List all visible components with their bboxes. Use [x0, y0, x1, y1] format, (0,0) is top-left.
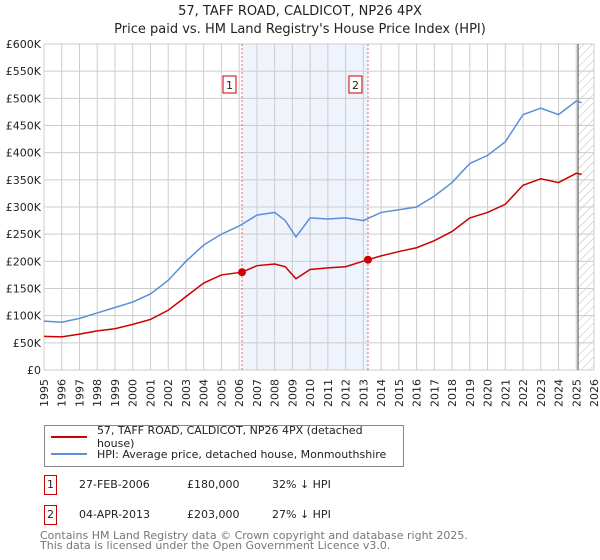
footer: Contains HM Land Registry data © Crown c…	[40, 529, 468, 552]
sale-point	[238, 268, 246, 277]
x-tick-label: 2004	[198, 379, 211, 407]
property-price-line	[43, 172, 582, 338]
transaction-price: £180,000	[187, 478, 240, 491]
x-tick-label: 2003	[180, 379, 193, 407]
y-tick-label: £150K	[6, 283, 42, 296]
x-tick-label: 1997	[73, 379, 86, 407]
y-tick-label: £450K	[6, 120, 42, 133]
x-tick-label: 2013	[357, 379, 370, 407]
transaction-price: £203,000	[187, 508, 240, 521]
x-tick-label: 2001	[144, 379, 157, 407]
y-tick-label: £600K	[6, 38, 42, 51]
x-tick-label: 1996	[56, 379, 69, 407]
y-tick-label: £250K	[6, 228, 42, 241]
legend-item-property: 57, TAFF ROAD, CALDICOT, NP26 4PX (detac…	[51, 424, 403, 450]
x-tick-label: 2002	[162, 379, 175, 407]
x-tick-label: 2006	[233, 379, 246, 407]
sale-badge-label: 2	[352, 79, 359, 92]
price-chart: 1995 1996 1997 1998 1999 2000 2001 2002 2003 2004…	[6, 38, 600, 407]
y-tick-label: £350K	[6, 174, 42, 187]
transaction-hpi: 32% ↓ HPI	[272, 478, 331, 491]
hpi-line	[43, 100, 582, 323]
legend-label: 57, TAFF ROAD, CALDICOT, NP26 4PX (detac…	[96, 424, 363, 450]
x-tick-label: 2014	[375, 379, 388, 407]
x-tick-label: 2018	[446, 379, 459, 407]
sale-badge-label: 1	[226, 79, 233, 92]
legend-item-hpi: HPI: Average price, detached house, Monm…	[51, 446, 386, 462]
x-tick-label: 2017	[428, 379, 441, 407]
legend-label: HPI: Average price, detached house, Monm…	[97, 447, 387, 461]
y-tick-label: £400K	[6, 147, 42, 160]
chart-title: 57, TAFF ROAD, CALDICOT, NP26 4PX	[178, 4, 422, 19]
transaction-hpi: 27% ↓ HPI	[272, 508, 331, 521]
x-tick-label: 2021	[499, 379, 512, 407]
x-tick-label: 2020	[482, 379, 495, 407]
x-tick-label: 2010	[304, 379, 317, 407]
transaction-date: 27-FEB-2006	[79, 478, 150, 491]
legend-swatch	[51, 453, 87, 455]
x-tick-label: 2009	[286, 379, 299, 407]
y-tick-label: £200K	[6, 255, 42, 268]
x-tick-label: 2015	[393, 379, 406, 407]
x-tick-label: 1998	[91, 379, 104, 407]
x-tick-label: 2022	[517, 379, 530, 407]
x-tick-label: 1999	[109, 379, 122, 407]
x-tick-label: 2008	[269, 379, 282, 407]
y-tick-label: £50K	[13, 337, 42, 350]
chart-subtitle: Price paid vs. HM Land Registry's House …	[114, 22, 486, 37]
footer-line: This data is licensed under the Open Gov…	[40, 539, 391, 552]
transaction-badge: 1	[44, 475, 57, 495]
x-tick-label: 2011	[322, 379, 335, 407]
x-tick-label: 2007	[251, 379, 264, 407]
x-tick-label: 2000	[127, 379, 140, 407]
x-tick-label: 2012	[340, 379, 353, 407]
y-tick-label: £300K	[6, 201, 42, 214]
x-tick-label: 2024	[553, 379, 566, 407]
transaction-date: 04-APR-2013	[79, 508, 151, 521]
x-tick-label: 2005	[215, 379, 228, 407]
y-tick-label: £0	[27, 364, 41, 377]
x-tick-label: 2026	[588, 379, 600, 407]
sale-badge	[348, 75, 363, 94]
footer-line: Contains HM Land Registry data © Crown c…	[40, 529, 468, 542]
x-tick-label: 2025	[570, 379, 583, 407]
x-tick-label: 1995	[38, 379, 51, 407]
x-tick-label: 2016	[411, 379, 424, 407]
legend: 57, TAFF ROAD, CALDICOT, NP26 4PX (detac…	[44, 424, 404, 467]
y-tick-label: £550K	[6, 65, 42, 78]
x-tick-label: 2019	[464, 379, 477, 407]
x-tick-label: 2023	[535, 379, 548, 407]
y-tick-label: £500K	[6, 92, 42, 105]
y-tick-label: £100K	[6, 310, 42, 323]
legend-swatch	[51, 436, 87, 438]
transaction-badge: 2	[44, 505, 57, 525]
sale-point	[363, 255, 372, 264]
sale-badge	[222, 75, 237, 94]
